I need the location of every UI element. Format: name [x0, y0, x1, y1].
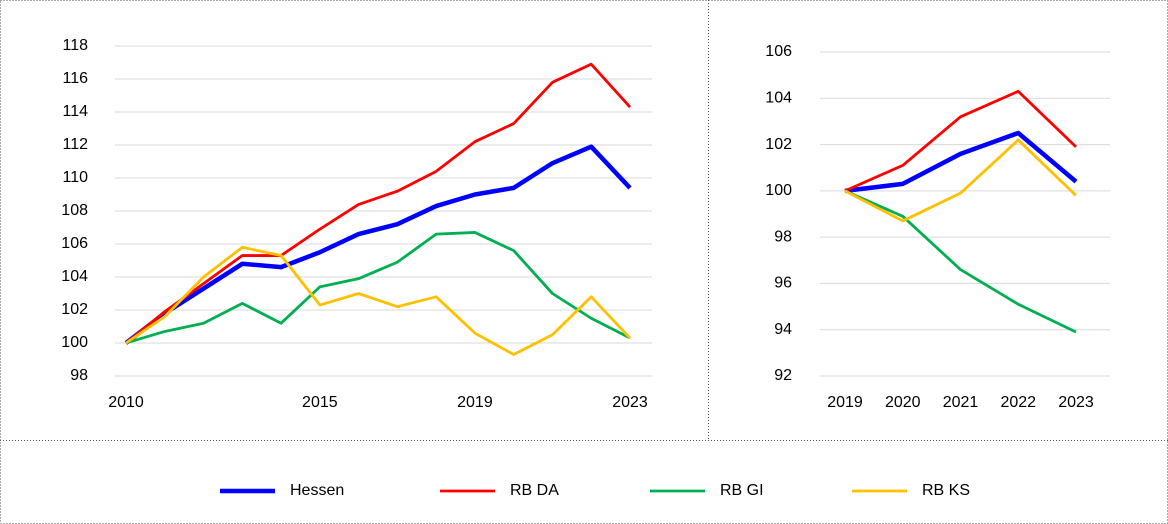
y-tick-label: 118 — [62, 37, 88, 54]
legend-label: RB GI — [720, 482, 764, 499]
series-line — [124, 144, 632, 345]
legend-label: RB KS — [922, 482, 970, 499]
y-tick-label: 100 — [61, 334, 88, 351]
y-tick-label: 98 — [70, 367, 88, 384]
y-tick-label: 102 — [765, 136, 792, 153]
y-tick-label: 106 — [61, 235, 88, 252]
y-tick-label: 110 — [62, 169, 88, 186]
series-line — [844, 89, 1077, 193]
y-tick-label: 116 — [62, 70, 88, 87]
y-tick-label: 100 — [765, 182, 792, 199]
x-tick-label: 2019 — [827, 394, 863, 411]
y-tick-label: 108 — [61, 202, 88, 219]
x-tick-label: 2019 — [457, 394, 493, 411]
y-tick-label: 92 — [774, 367, 792, 384]
series-line — [844, 130, 1078, 194]
series-line — [844, 189, 1077, 334]
legend-label: RB DA — [510, 482, 559, 499]
legend-label: Hessen — [290, 482, 344, 499]
x-tick-label: 2023 — [612, 394, 648, 411]
y-tick-label: 112 — [62, 136, 88, 153]
series-line — [844, 138, 1077, 223]
y-tick-label: 98 — [774, 228, 792, 245]
series-line — [125, 245, 632, 356]
x-tick-label: 2021 — [943, 394, 979, 411]
y-tick-label: 104 — [61, 268, 88, 285]
x-tick-label: 2022 — [1000, 394, 1036, 411]
y-tick-label: 114 — [62, 103, 88, 120]
y-tick-label: 104 — [765, 90, 792, 107]
y-tick-label: 94 — [774, 321, 792, 338]
x-tick-label: 2015 — [302, 394, 338, 411]
y-tick-label: 96 — [774, 275, 792, 292]
series-line — [125, 231, 631, 345]
x-tick-label: 2010 — [108, 394, 144, 411]
x-tick-label: 2023 — [1058, 394, 1094, 411]
series-line — [125, 62, 632, 345]
x-tick-label: 2020 — [885, 394, 921, 411]
y-tick-label: 102 — [61, 301, 88, 318]
y-tick-label: 106 — [765, 43, 792, 60]
